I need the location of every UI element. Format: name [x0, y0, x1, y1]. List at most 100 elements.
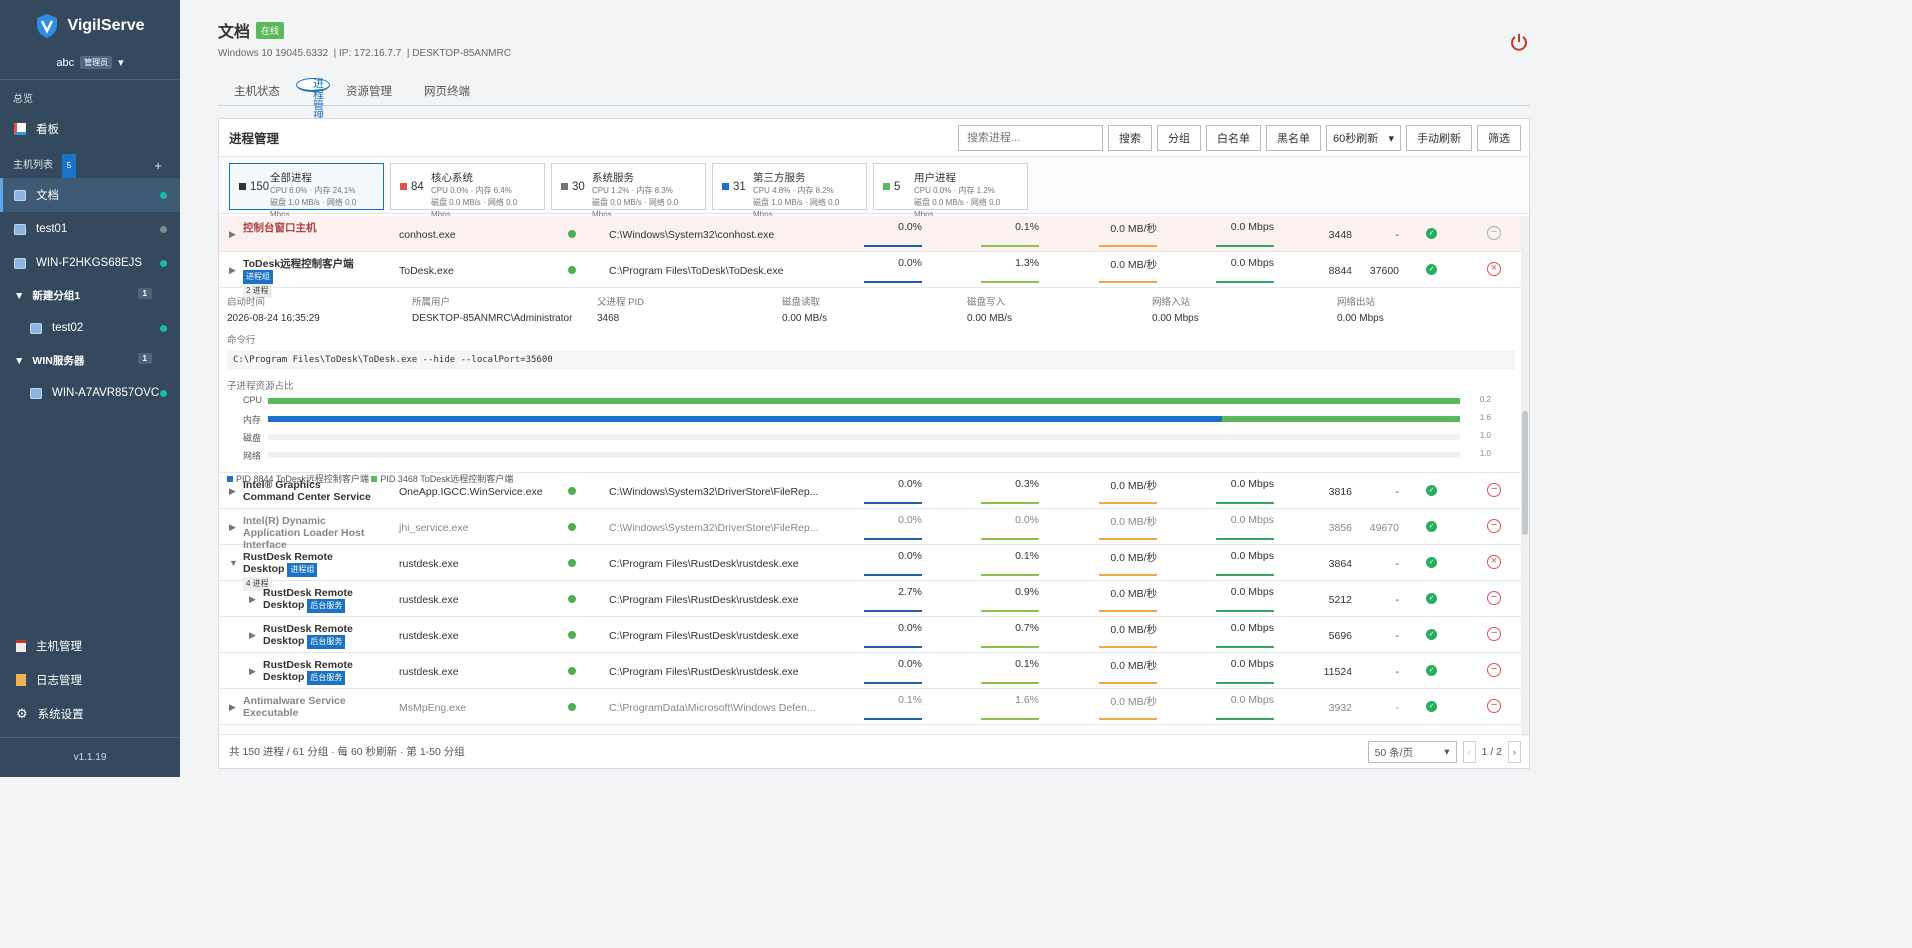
field-label: 启动时间	[227, 297, 266, 308]
bar-value: 0.2	[1479, 395, 1491, 404]
sidebar-item-host[interactable]: WIN-A7AVR857OVC	[0, 376, 180, 410]
table-row[interactable]: ▶ Intel(R) Dynamic Application Loader Hos…	[219, 509, 1521, 551]
scrollbar-thumb[interactable]	[1522, 411, 1528, 535]
add-host-icon[interactable]: +	[154, 158, 162, 173]
host-icon	[14, 223, 26, 235]
manual-refresh-button[interactable]: 手动刷新	[1406, 125, 1472, 151]
status-dot	[160, 226, 167, 233]
table-row[interactable]: ▶ 控制台窗口主机 conhost.exe C:\Windows\System32\c…	[219, 216, 1521, 252]
sidebar-item-dashboard[interactable]: 看板	[0, 112, 180, 146]
sidebar-item-label: WIN-F2HKGS68EJS	[36, 257, 143, 269]
cpu-sparkline	[864, 538, 922, 540]
category-swatch	[400, 183, 407, 190]
expand-caret-icon[interactable]: ▶	[249, 630, 256, 640]
kill-icon[interactable]: ×	[1487, 555, 1501, 569]
stop-icon[interactable]: −	[1487, 663, 1501, 677]
host-icon	[30, 387, 42, 399]
page-size-value: 50 条/页	[1374, 746, 1414, 759]
pid-value: 5696	[1328, 630, 1352, 642]
table-row[interactable]: ▶ Antimalware Service Executable MsMpEng.e…	[219, 689, 1521, 725]
tab-resources[interactable]: 资源管理	[346, 86, 392, 98]
table-row[interactable]: ▶ RustDesk Remote Desktop 后台服务 rustdesk.ex…	[219, 617, 1521, 653]
stop-icon[interactable]: −	[1487, 591, 1501, 605]
expand-caret-icon[interactable]: ▶	[249, 666, 256, 676]
next-page-button[interactable]: ›	[1508, 741, 1521, 763]
exe-path: C:\Program Files\RustDesk\rustdesk.exe	[609, 666, 799, 678]
group-button[interactable]: 分组	[1157, 125, 1201, 151]
stat-card[interactable]: 31 第三方服务 CPU 4.8% · 内存 8.2% 磁盘 1.0 MB/s · 网…	[712, 163, 867, 219]
prev-page-button[interactable]: ‹	[1462, 741, 1476, 763]
sidebar-item-host[interactable]: test02	[0, 311, 180, 345]
user-menu[interactable]: abc 管理员 ▾	[0, 52, 180, 80]
process-name: Intel(R) Dynamic Application Loader Host…	[243, 515, 373, 551]
sidebar-item-host[interactable]: 文档	[0, 178, 180, 212]
expand-caret-icon[interactable]: ▶	[229, 229, 236, 239]
gear-icon: ⚙	[16, 706, 28, 721]
stat-card[interactable]: 30 系统服务 CPU 1.2% · 内存 8.3% 磁盘 0.0 MB/s · 网络…	[551, 163, 706, 219]
bar-label: 内存	[243, 415, 262, 425]
stat-count: 84	[411, 181, 424, 193]
pager: 50 条/页 ▾ ‹ 1 / 2 ›	[1367, 741, 1521, 763]
sidebar-group[interactable]: ▼ WIN服务器 1	[0, 345, 180, 376]
page-size-select[interactable]: 50 条/页 ▾	[1367, 741, 1457, 763]
sidebar-item-logs[interactable]: 日志管理	[0, 663, 180, 697]
category-swatch	[561, 183, 568, 190]
sidebar-item-host[interactable]: test01	[0, 212, 180, 246]
refresh-select[interactable]: 60秒刷新 ▾	[1326, 125, 1401, 151]
field-value: 0.00 MB/s	[782, 313, 828, 324]
extra-value: -	[1395, 630, 1400, 642]
kill-icon[interactable]: ×	[1487, 262, 1501, 276]
expand-caret-icon[interactable]: ▶	[249, 594, 256, 604]
legend-label: PID 3468 ToDesk远程控制客户端	[380, 474, 514, 484]
stat-card[interactable]: 5 用户进程 CPU 0.0% · 内存 1.2% 磁盘 0.0 MB/s · 网络 …	[873, 163, 1028, 219]
detail-field: 所属用户 DESKTOP-85ANMRC\Administrator	[412, 294, 597, 324]
table-row[interactable]: ▼ RustDesk Remote Desktop 进程组 4 进程 rustdesk…	[219, 545, 1521, 591]
app-name: VigilServe	[67, 17, 145, 34]
search-input[interactable]	[958, 125, 1103, 151]
scrollbar[interactable]	[1521, 216, 1529, 736]
extra-value: -	[1395, 666, 1400, 678]
cpu-sparkline	[864, 646, 922, 648]
expand-caret-icon[interactable]: ▶	[229, 265, 236, 275]
stop-icon[interactable]: −	[1487, 519, 1501, 533]
process-table: ▶ 控制台窗口主机 conhost.exe C:\Windows\System32\c…	[219, 216, 1521, 736]
sidebar-item-settings[interactable]: ⚙ 系统设置	[0, 697, 180, 731]
expand-caret-icon[interactable]: ▼	[229, 558, 238, 568]
tab-process[interactable]: 进程管理	[296, 78, 330, 123]
filter-button[interactable]: 筛选	[1477, 125, 1521, 151]
legend-swatch	[371, 476, 378, 482]
table-row[interactable]: ▶ RustDesk Remote Desktop 后台服务 rustdesk.ex…	[219, 653, 1521, 689]
net-sparkline	[1216, 718, 1274, 720]
stat-card[interactable]: 84 核心系统 CPU 0.0% · 内存 6.4% 磁盘 0.0 MB/s · 网络…	[390, 163, 545, 219]
whitelist-button[interactable]: 白名单	[1206, 125, 1261, 151]
stop-icon[interactable]: −	[1487, 483, 1501, 497]
sidebar-item-host[interactable]: WIN-F2HKGS68EJS	[0, 246, 180, 280]
power-icon[interactable]	[1510, 33, 1528, 51]
host-icon	[14, 257, 26, 269]
disk-value: 0.0 MB/秒	[1110, 223, 1157, 235]
stop-icon[interactable]: −	[1487, 627, 1501, 641]
app-logo[interactable]: VigilServe	[0, 0, 180, 52]
expand-caret-icon[interactable]: ▶	[229, 702, 236, 712]
sidebar-item-label: 日志管理	[36, 675, 82, 687]
detail-field: 父进程 PID 3468	[597, 294, 782, 324]
tab-terminal[interactable]: 网页终端	[424, 86, 470, 98]
stop-icon[interactable]: −	[1487, 226, 1501, 240]
table-row[interactable]: ▶ Intel® Graphics Command Center Service O…	[219, 473, 1521, 509]
process-count: 4 进程	[243, 577, 272, 591]
sidebar-group[interactable]: ▼ 新建分组1 1	[0, 280, 180, 311]
sidebar: VigilServe abc 管理员 ▾ 总览 看板 主机列表 5 + 文档 t…	[0, 0, 180, 777]
expand-caret-icon[interactable]: ▶	[229, 522, 236, 532]
stop-icon[interactable]: −	[1487, 699, 1501, 713]
extra-value: -	[1395, 702, 1400, 714]
tab-host-status[interactable]: 主机状态	[234, 86, 280, 98]
stat-card[interactable]: 150 全部进程 CPU 6.0% · 内存 24.1% 磁盘 1.0 MB/s · …	[229, 163, 384, 219]
blacklist-button[interactable]: 黑名单	[1266, 125, 1321, 151]
table-row[interactable]: ▶ ToDesk远程控制客户端 进程组 2 进程 ToDesk.exe C:\Progr…	[219, 252, 1521, 298]
expand-caret-icon[interactable]: ▶	[229, 486, 236, 496]
field-value: 0.00 Mbps	[1152, 313, 1199, 324]
table-row[interactable]: ▶ RustDesk Remote Desktop 后台服务 rustdesk.ex…	[219, 581, 1521, 617]
detail-field: 启动时间 2026-08-24 16:35:29	[227, 294, 412, 324]
sidebar-item-host-mgmt[interactable]: 主机管理	[0, 629, 180, 663]
search-button[interactable]: 搜索	[1108, 125, 1152, 151]
